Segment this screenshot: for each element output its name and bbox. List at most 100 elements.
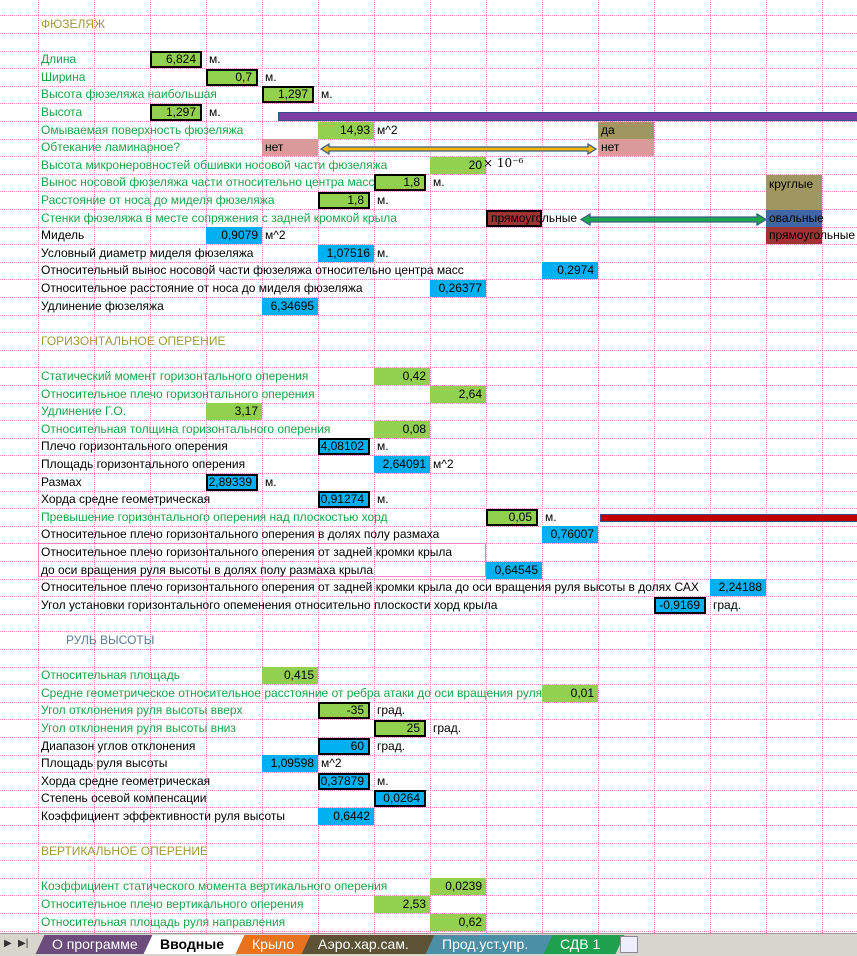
gridline (0, 244, 857, 246)
tab-wing[interactable]: Крыло (235, 935, 321, 954)
input-hinge-dist[interactable]: 0,01 (542, 684, 598, 702)
input-roughness[interactable]: 20 (430, 156, 486, 174)
label-span: Размах (41, 474, 82, 489)
insert-sheet-icon[interactable] (620, 936, 638, 953)
input-height[interactable]: 1,297 (150, 104, 202, 121)
label-rel-thickness: Относительная толщина горизонтального оп… (41, 421, 331, 436)
gridline (0, 913, 857, 914)
gridline (0, 860, 857, 862)
tab-inputs[interactable]: Вводные (143, 935, 255, 954)
unit: м. (377, 773, 389, 788)
label-nose-offset: Вынос носовой фюзеляжа части относительн… (41, 175, 375, 190)
label-efficiency: Коэффициент эффективности руля высоты (41, 809, 286, 823)
label-deflect-up: Угол отклонения руля высоты вверх (41, 703, 243, 718)
label-diameter: Условный диаметр миделя фюзеляжа (41, 245, 254, 260)
unit: м. (209, 105, 221, 119)
label-wetted-surface: Омываемая поверхность фюзеляжа (41, 122, 244, 137)
tab-sdv1[interactable]: СДВ 1 (543, 935, 625, 954)
gridline (0, 473, 857, 474)
gridline (710, 0, 711, 933)
gridline (654, 0, 655, 933)
label-nose-to-midsection: Расстояние от носа до миделя фюзеляжа (41, 193, 275, 207)
label-deflect-down: Угол отклонения руля высоты вниз (41, 721, 236, 735)
value-diameter: 1,07516 (318, 244, 374, 262)
input-nose-offset[interactable]: 1,8 (374, 174, 426, 192)
value-rel-nose-to-mid: 0,26377 (430, 280, 486, 297)
gridline (0, 297, 857, 298)
section-title-fuselage: ФЮЗЕЛЯЖ (41, 17, 106, 31)
label-height: Высота (41, 105, 83, 119)
dropdown-walls[interactable]: прямоугольные (486, 209, 577, 227)
gridline (0, 772, 857, 774)
section-title-vtail: ВЕРТИКАЛЬНОЕ ОПЕРЕНИЕ (41, 844, 209, 859)
option-round[interactable]: круглые (766, 175, 822, 211)
gridline (822, 0, 823, 933)
gridline (0, 754, 857, 756)
spreadsheet-grid[interactable]: ФЮЗЕЛЯЖ Длина 6,824 м. Ширина 0,7 м. Выс… (0, 0, 857, 933)
gridline (0, 842, 857, 844)
input-rel-thickness[interactable]: 0,08 (374, 420, 430, 438)
gridline (0, 437, 857, 439)
gridline (0, 121, 857, 122)
gridline (0, 85, 857, 87)
gridline (0, 789, 857, 791)
label-arm-te-line2: до оси вращения руля высоты в долях полу… (41, 562, 374, 577)
input-elevation[interactable]: 0,05 (486, 508, 538, 526)
scroll-next-sheet-icon[interactable]: ▶ (4, 938, 12, 949)
tab-about[interactable]: О программе (35, 935, 165, 954)
input-wetted-surface[interactable]: 14,93 (318, 121, 374, 139)
input-aspect[interactable]: 3,17 (206, 403, 262, 421)
input-vt-rel-arm[interactable]: 2,53 (374, 896, 430, 913)
gridline (0, 173, 857, 175)
gridline (0, 455, 857, 457)
unit: град. (713, 597, 742, 612)
input-width[interactable]: 0,7 (206, 68, 258, 86)
input-nose-to-midsection[interactable]: 1,8 (318, 192, 370, 209)
label-compensation: Степень осевой компенсации (41, 791, 207, 806)
gridline (766, 0, 767, 933)
scroll-last-sheet-icon[interactable]: ▶| (18, 938, 29, 949)
gridline (0, 138, 857, 140)
label-hinge-dist: Средне геометрическое относительное расс… (41, 685, 543, 700)
unit: м^2 (377, 122, 398, 137)
unit: м. (321, 87, 333, 102)
purple-divider-shape (278, 112, 857, 121)
input-max-height[interactable]: 1,297 (262, 86, 314, 104)
option-yes[interactable]: да (598, 121, 654, 139)
label-chord: Хорда средне геометрическая (41, 492, 211, 507)
input-static-moment[interactable]: 0,42 (374, 368, 430, 385)
gridline (0, 719, 857, 721)
input-deflect-up[interactable]: -35 (318, 702, 370, 720)
input-length[interactable]: 6,824 (150, 51, 202, 69)
gridline (0, 613, 857, 615)
merged-cell-border (38, 543, 486, 577)
input-vt-static-moment[interactable]: 0,0239 (430, 878, 486, 896)
value-arm-halfspan: 0,76007 (542, 526, 598, 544)
value-elongation: 6,34695 (262, 297, 318, 315)
input-rel-area[interactable]: 0,415 (262, 667, 318, 685)
gridline (0, 367, 857, 369)
label-elevation: Превышение горизонтального оперения над … (41, 509, 388, 524)
gridline (0, 895, 857, 897)
value-elevator-area: 1,09598 (262, 755, 318, 773)
gridline (150, 0, 151, 933)
tab-aero[interactable]: Аэро.хар.сам. (301, 935, 439, 954)
dropdown-laminar[interactable]: нет (262, 139, 318, 157)
label-arm-te-line1: Относительное плечо горизонтального опер… (41, 545, 453, 559)
input-rel-arm[interactable]: 2,64 (430, 385, 486, 403)
label-area: Площадь горизонтального оперения (41, 457, 246, 471)
tab-longitudinal[interactable]: Прод.уст.упр. (425, 935, 559, 954)
option-oval[interactable]: овальные (766, 209, 824, 227)
gridline (0, 191, 857, 193)
gridline (0, 666, 857, 668)
gridline (0, 50, 857, 52)
gridline (0, 877, 857, 879)
input-deflect-down[interactable]: 25 (374, 720, 426, 737)
gridline (0, 578, 857, 580)
option-no[interactable]: нет (598, 139, 654, 157)
value-elevator-chord: 0,37879 (318, 772, 370, 790)
label-roughness: Высота микронеровностей обшивки носовой … (41, 157, 388, 172)
option-rectangular[interactable]: прямоугольные (766, 227, 855, 245)
gridline (0, 156, 857, 158)
input-rudder-area[interactable]: 0,62 (430, 913, 486, 931)
